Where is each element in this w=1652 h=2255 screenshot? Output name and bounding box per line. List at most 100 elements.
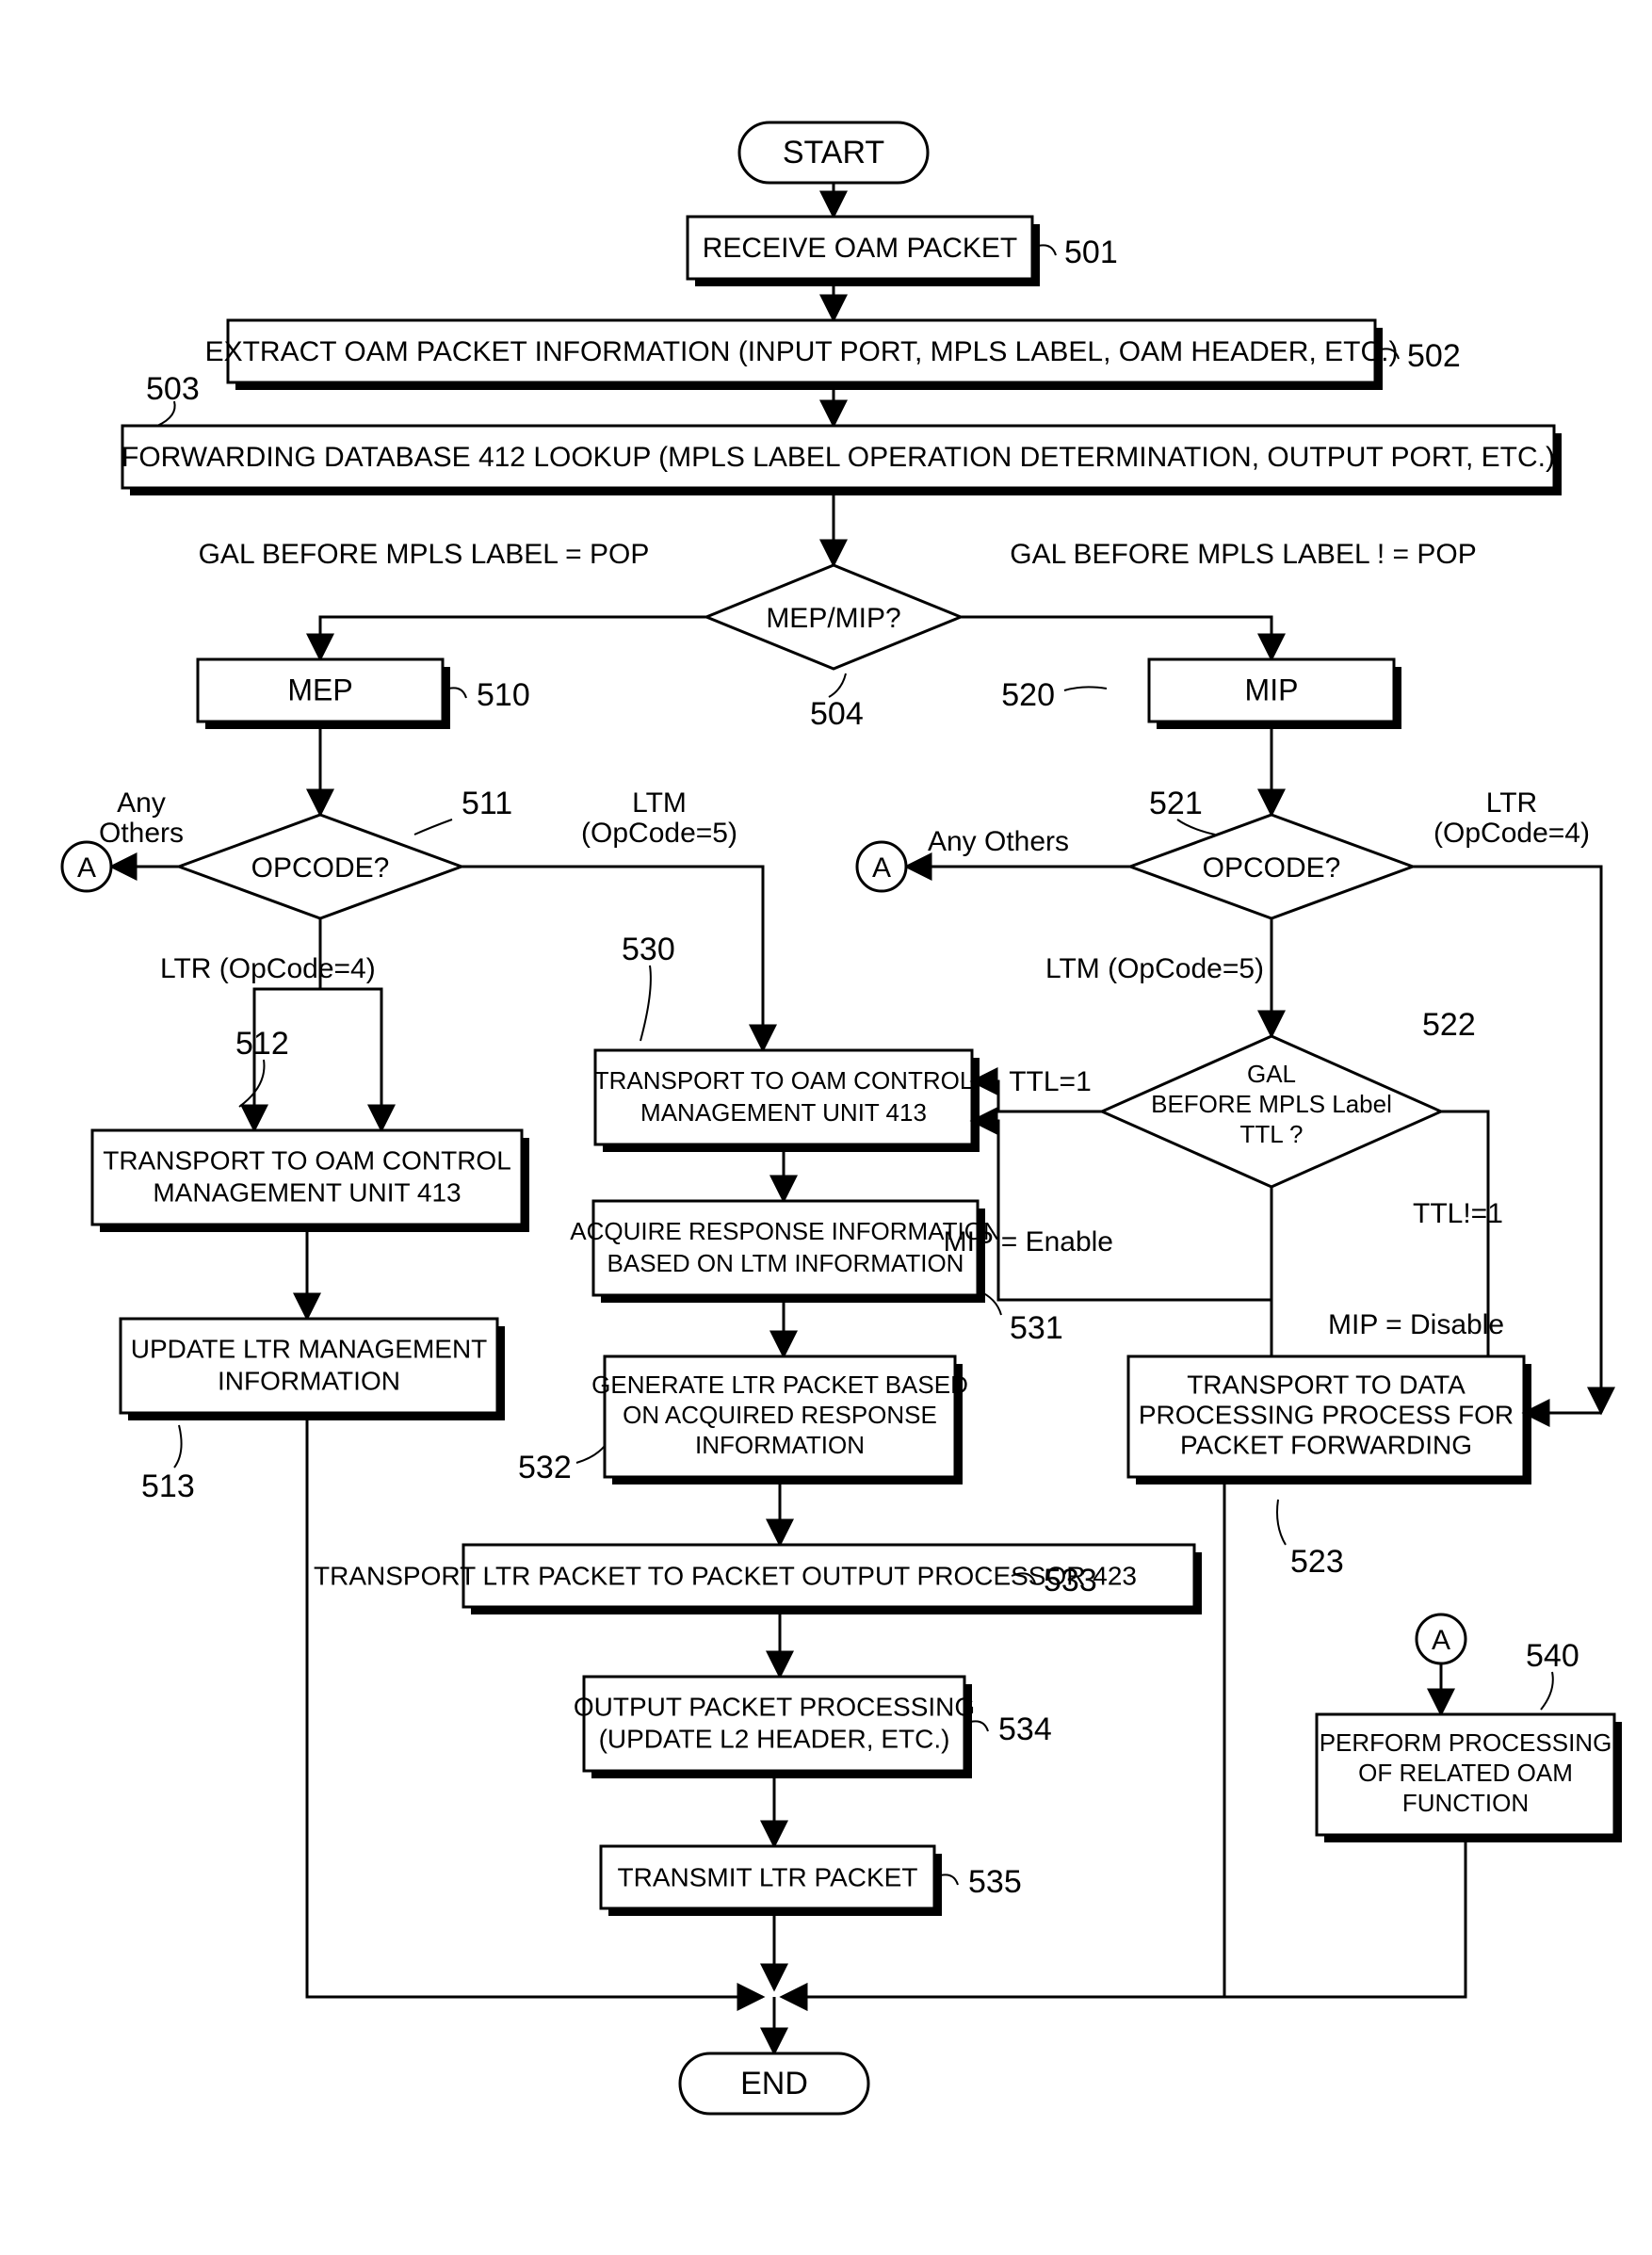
decision-521-text: OPCODE?: [1203, 852, 1341, 884]
decision-522-text-2: TTL ?: [1240, 1120, 1304, 1148]
process-540: PERFORM PROCESSING OF RELATED OAM FUNCTI…: [1317, 1714, 1622, 1842]
process-532-text-2: INFORMATION: [695, 1431, 865, 1459]
connector-A-511-label: A: [77, 852, 96, 884]
ref-532: 532: [518, 1450, 572, 1485]
decision-521-right-label-0: LTR: [1486, 787, 1537, 819]
ref-tick-532: [576, 1446, 605, 1463]
edge-504-520: [961, 617, 1271, 659]
process-503: FORWARDING DATABASE 412 LOOKUP (MPLS LAB…: [121, 426, 1562, 495]
ref-tick-523: [1277, 1500, 1286, 1545]
process-523-text-0: TRANSPORT TO DATA: [1187, 1370, 1466, 1399]
decision-522-left-label: TTL=1: [1009, 1066, 1092, 1097]
ref-tick-504: [829, 673, 846, 697]
process-532-text-1: ON ACQUIRED RESPONSE: [623, 1401, 937, 1429]
process-513-text-1: INFORMATION: [218, 1366, 400, 1395]
process-523: TRANSPORT TO DATA PROCESSING PROCESS FOR…: [1128, 1356, 1531, 1484]
edge-522-530-mip-enable: [972, 1121, 1130, 1300]
ref-tick-511: [414, 819, 452, 835]
ref-510: 510: [477, 677, 530, 713]
terminator-end: END: [680, 2053, 868, 2114]
ref-tick-513: [174, 1425, 182, 1468]
process-530-text-0: TRANSPORT TO OAM CONTROL: [594, 1066, 974, 1095]
process-532-text-0: GENERATE LTR PACKET BASED: [591, 1371, 968, 1399]
decision-521-down-label: LTM (OpCode=5): [1045, 953, 1264, 984]
connector-A-540-label: A: [1432, 1625, 1450, 1656]
decision-511-down-label: LTR (OpCode=4): [160, 953, 376, 984]
ref-512: 512: [235, 1026, 289, 1062]
process-513-text-0: UPDATE LTR MANAGEMENT: [131, 1334, 488, 1363]
ref-522: 522: [1422, 1007, 1476, 1043]
process-531-text-0: ACQUIRE RESPONSE INFORMATION: [570, 1217, 1000, 1245]
process-534-text-0: OUTPUT PACKET PROCESSING: [574, 1692, 975, 1721]
process-512-text-0: TRANSPORT TO OAM CONTROL: [103, 1145, 511, 1175]
ref-535: 535: [968, 1864, 1022, 1900]
ref-523: 523: [1290, 1544, 1344, 1580]
decision-511-left-label-1: Others: [99, 818, 184, 849]
ref-503: 503: [146, 371, 200, 407]
edge-511-530: [462, 867, 763, 1050]
process-540-text-2: FUNCTION: [1402, 1789, 1529, 1817]
process-535: TRANSMIT LTR PACKET: [601, 1846, 942, 1916]
decision-511-text: OPCODE?: [251, 852, 390, 884]
process-531: ACQUIRE RESPONSE INFORMATION BASED ON LT…: [570, 1201, 1000, 1303]
ref-tick-512: [239, 1060, 264, 1107]
ref-tick-540: [1541, 1672, 1553, 1710]
process-510-text: MEP: [287, 673, 352, 706]
decision-522-down-label: MIP = Disable: [1328, 1309, 1504, 1340]
flowchart-canvas: START RECEIVE OAM PACKET 501 EXTRACT OAM…: [0, 0, 1652, 2255]
ref-513: 513: [141, 1468, 195, 1504]
edge-511-512-ltr: [254, 918, 320, 1130]
ref-520: 520: [1001, 677, 1055, 713]
decision-522: GAL BEFORE MPLS Label TTL ?: [1102, 1036, 1441, 1187]
process-501: RECEIVE OAM PACKET: [688, 217, 1040, 286]
process-502: EXTRACT OAM PACKET INFORMATION (INPUT PO…: [205, 320, 1399, 390]
ref-tick-521: [1177, 819, 1215, 835]
ref-534: 534: [998, 1712, 1052, 1747]
process-531-text-1: BASED ON LTM INFORMATION: [607, 1249, 964, 1277]
process-523-text-1: PROCESSING PROCESS FOR: [1139, 1400, 1514, 1429]
process-520: MIP: [1149, 659, 1401, 729]
process-512: TRANSPORT TO OAM CONTROL MANAGEMENT UNIT…: [92, 1130, 529, 1232]
decision-521-left-label: Any Others: [928, 826, 1069, 857]
ref-521: 521: [1149, 786, 1203, 821]
terminator-start-label: START: [783, 135, 884, 170]
ref-540: 540: [1526, 1638, 1579, 1674]
terminator-start: START: [739, 122, 928, 183]
decision-504: MEP/MIP?: [706, 565, 961, 669]
process-530: TRANSPORT TO OAM CONTROL MANAGEMENT UNIT…: [594, 1050, 980, 1152]
decision-521: OPCODE?: [1130, 815, 1413, 918]
process-530-text-1: MANAGEMENT UNIT 413: [640, 1098, 927, 1127]
terminator-end-label: END: [740, 2066, 808, 2101]
process-502-text: EXTRACT OAM PACKET INFORMATION (INPUT PO…: [205, 336, 1399, 367]
ref-502: 502: [1407, 338, 1461, 374]
decision-511-left-label-0: Any: [117, 787, 166, 819]
process-535-text: TRANSMIT LTR PACKET: [618, 1862, 918, 1891]
decision-504-right-label: GAL BEFORE MPLS LABEL ! = POP: [1010, 539, 1476, 570]
process-510: MEP: [198, 659, 450, 729]
edge-511-512-ltm: [320, 989, 381, 1130]
ref-511: 511: [462, 786, 512, 821]
edge-522-branch-mip: [1130, 1187, 1271, 1300]
process-503-text: FORWARDING DATABASE 412 LOOKUP (MPLS LAB…: [121, 442, 1555, 473]
decision-511-right-label-0: LTM: [632, 787, 687, 819]
ref-533: 533: [1044, 1563, 1097, 1598]
ref-530: 530: [622, 932, 675, 967]
connector-A-521-label: A: [872, 852, 891, 884]
process-540-text-0: PERFORM PROCESSING: [1320, 1728, 1612, 1757]
ref-tick-520: [1064, 687, 1107, 690]
process-513: UPDATE LTR MANAGEMENT INFORMATION: [121, 1319, 505, 1420]
ref-tick-530: [640, 965, 651, 1041]
decision-504-left-label: GAL BEFORE MPLS LABEL = POP: [199, 539, 650, 570]
edge-504-510: [320, 617, 706, 659]
decision-504-text: MEP/MIP?: [766, 603, 900, 634]
decision-522-text-0: GAL: [1247, 1060, 1296, 1088]
process-523-text-2: PACKET FORWARDING: [1180, 1430, 1472, 1459]
process-501-text: RECEIVE OAM PACKET: [703, 233, 1018, 264]
decision-522-up-label: MIP = Enable: [944, 1226, 1113, 1257]
process-540-text-1: OF RELATED OAM: [1358, 1759, 1573, 1787]
process-532: GENERATE LTR PACKET BASED ON ACQUIRED RE…: [591, 1356, 968, 1484]
ref-504: 504: [810, 696, 864, 732]
decision-511-right-label-1: (OpCode=5): [581, 818, 737, 849]
process-512-text-1: MANAGEMENT UNIT 413: [153, 1177, 461, 1207]
decision-521-right-label-1: (OpCode=4): [1433, 818, 1590, 849]
